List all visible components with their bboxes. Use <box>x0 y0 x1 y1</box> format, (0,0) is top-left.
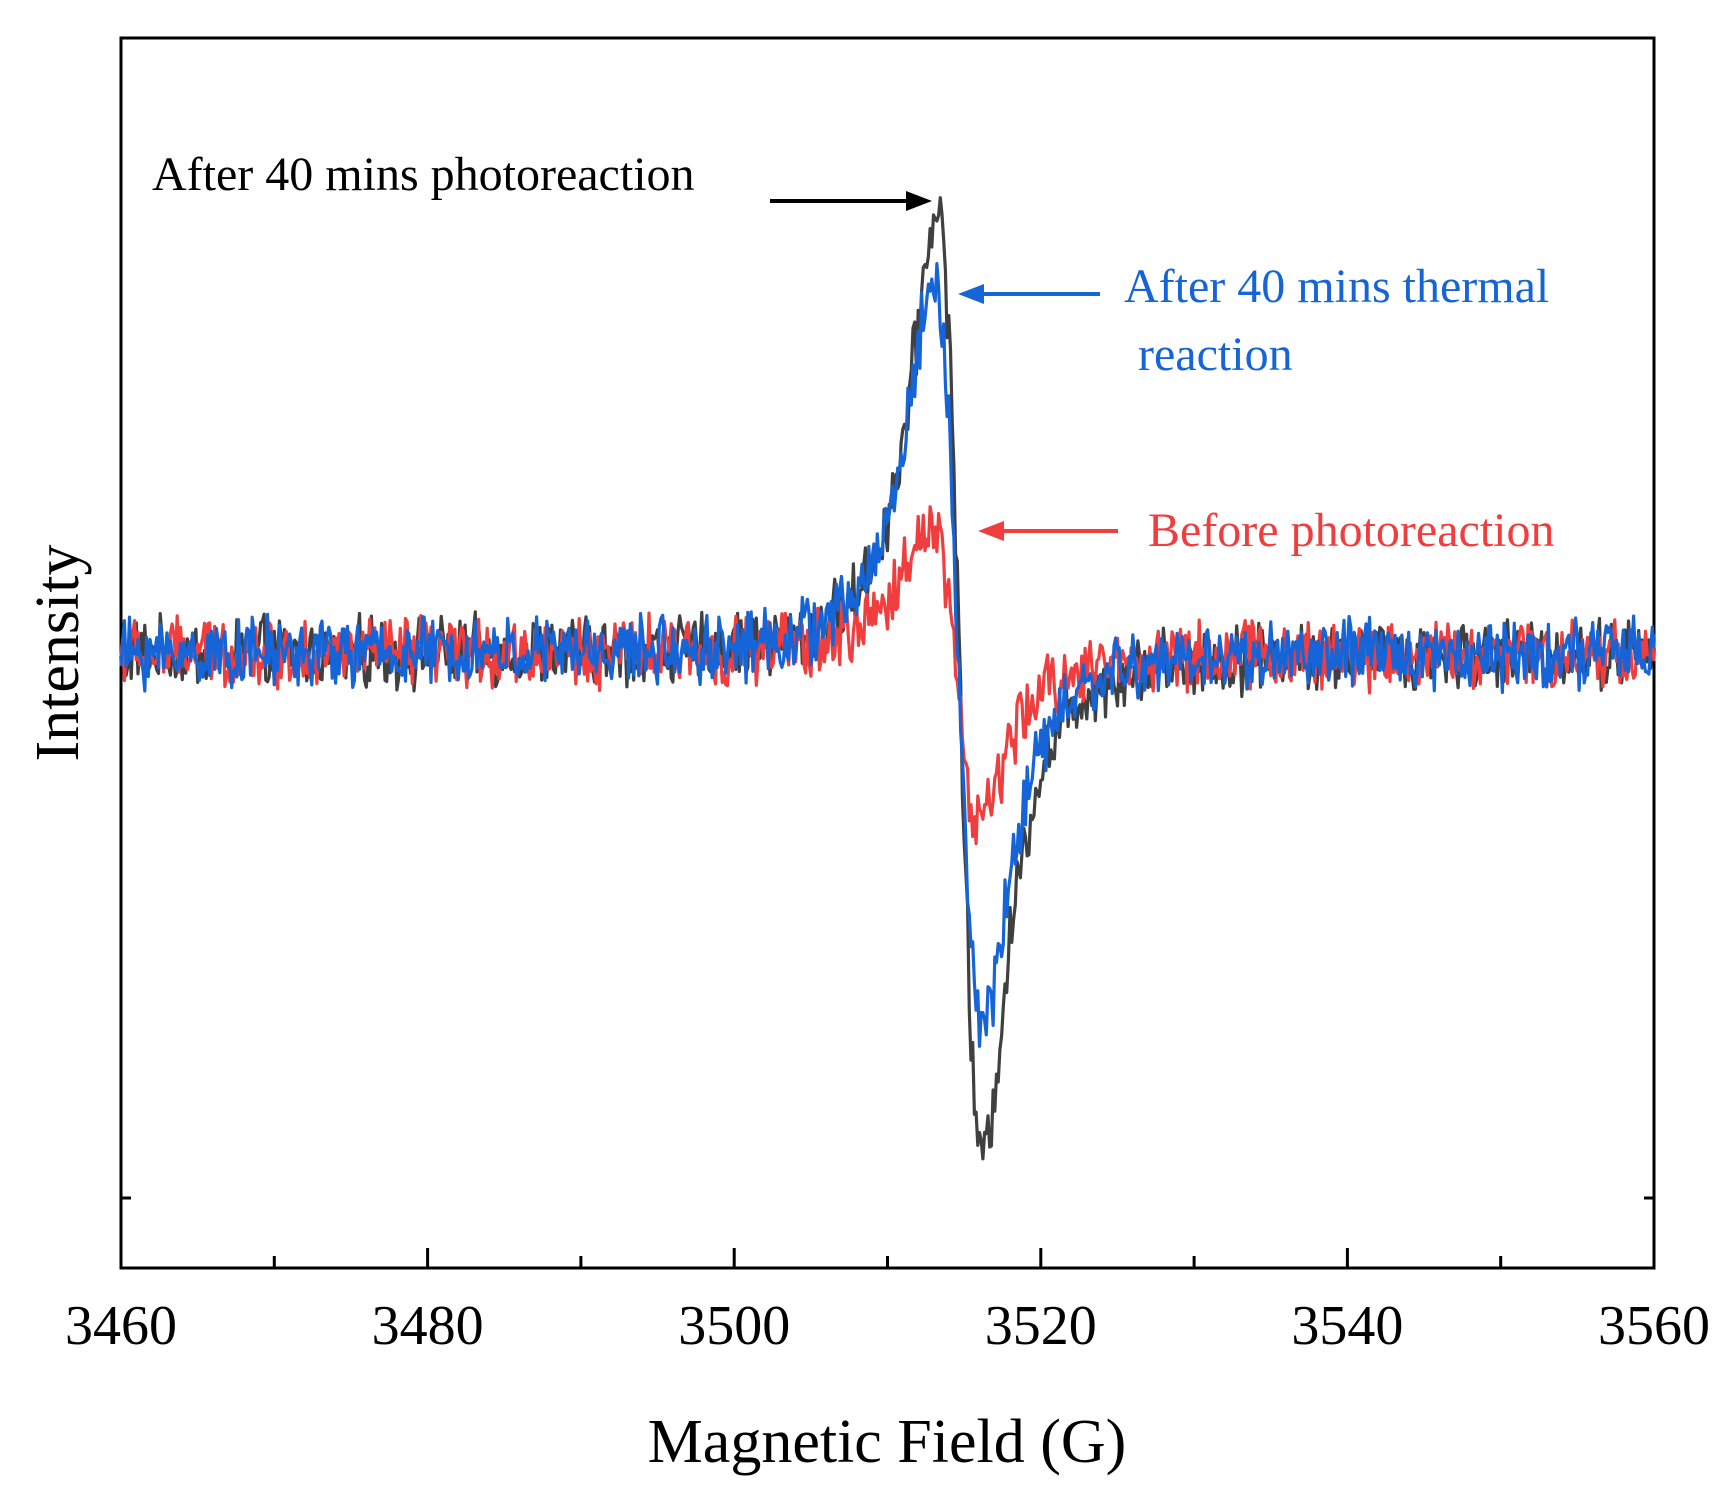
x-axis-ticks: 3460 3480 3500 3520 3540 3560 <box>65 1248 1710 1357</box>
annotation-photoreaction-arrow-head <box>906 191 932 211</box>
annotation-before-arrow-head <box>978 521 1004 541</box>
x-tick-label: 3480 <box>372 1295 484 1357</box>
annotation-before: Before photoreaction <box>1148 504 1555 557</box>
x-tick-label: 3540 <box>1291 1295 1403 1357</box>
annotation-layer: After 40 mins photoreaction After 40 mins… <box>152 148 1555 557</box>
x-tick-label: 3520 <box>985 1295 1097 1357</box>
x-tick-label: 3500 <box>678 1295 790 1357</box>
annotation-thermal-line2: reaction <box>1138 328 1293 381</box>
y-axis-title: Intensity <box>24 545 92 762</box>
annotation-photoreaction: After 40 mins photoreaction <box>152 148 695 201</box>
annotation-thermal-arrow-head <box>958 284 984 304</box>
x-tick-label: 3460 <box>65 1295 177 1357</box>
series-layer <box>119 196 1656 1161</box>
annotation-thermal-line1: After 40 mins thermal <box>1124 260 1549 313</box>
x-tick-label: 3560 <box>1598 1295 1710 1357</box>
series-line <box>119 262 1656 1048</box>
x-axis-title: Magnetic Field (G) <box>648 1408 1127 1476</box>
